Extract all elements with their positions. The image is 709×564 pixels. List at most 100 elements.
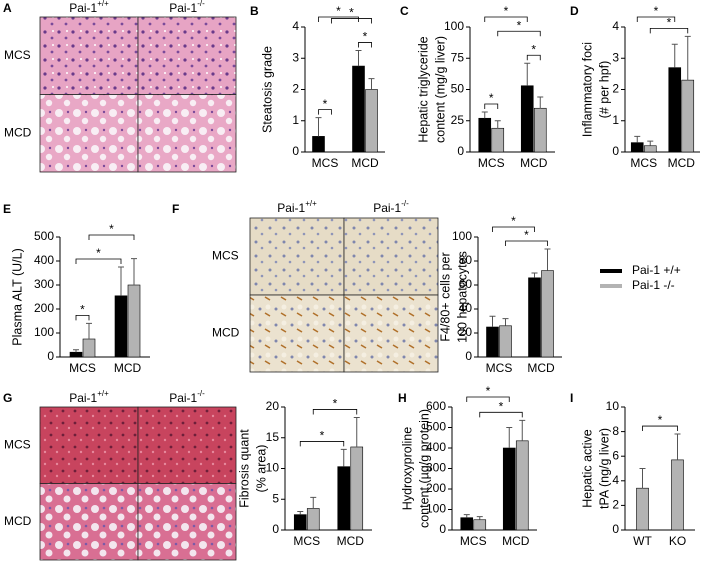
significance-label: * bbox=[531, 42, 536, 56]
panel-letter: F bbox=[172, 202, 179, 216]
error-bar bbox=[315, 117, 322, 137]
significance-label: * bbox=[80, 303, 85, 317]
y-tick-label: 0 bbox=[292, 144, 299, 158]
micrograph bbox=[137, 94, 237, 173]
y-axis-label: Hydroxyproline bbox=[400, 427, 414, 510]
y-tick-label: 2 bbox=[612, 498, 619, 512]
panel-letter: B bbox=[250, 4, 259, 18]
y-tick-label: 400 bbox=[34, 253, 54, 267]
significance-bracket bbox=[484, 103, 499, 109]
y-tick-label: 200 bbox=[34, 301, 54, 315]
y-tick-label: 400 bbox=[426, 440, 446, 454]
panel-letter: I bbox=[570, 391, 573, 405]
y-axis-label: Fibrosis quant bbox=[237, 429, 251, 508]
y-tick-label: 20 bbox=[459, 325, 473, 339]
error-bar bbox=[476, 516, 483, 520]
row-label: MCS bbox=[212, 249, 239, 263]
significance-bracket bbox=[331, 18, 372, 24]
bar bbox=[365, 89, 378, 153]
y-tick-label: 100 bbox=[444, 19, 464, 33]
error-bar bbox=[524, 62, 531, 86]
label-sup: -/- bbox=[401, 199, 409, 208]
error-bar bbox=[684, 35, 691, 81]
y-axis-label: Hepatic triglyceride bbox=[416, 36, 430, 142]
error-bar bbox=[355, 49, 362, 67]
error-bar bbox=[463, 514, 470, 518]
y-tick-label: 100 bbox=[452, 229, 472, 243]
y-tick-label: 50 bbox=[451, 82, 465, 96]
label-sup: +/+ bbox=[305, 199, 317, 208]
significance-bracket bbox=[318, 109, 332, 115]
y-tick-label: 60 bbox=[459, 277, 473, 291]
micrograph bbox=[137, 16, 237, 95]
y-tick-label: 500 bbox=[34, 229, 54, 243]
y-axis-label: content (µg/g protein) bbox=[417, 409, 431, 528]
y-tick-label: 500 bbox=[426, 420, 446, 434]
significance-bracket bbox=[649, 27, 689, 34]
error-bar bbox=[118, 266, 124, 296]
significance-label: * bbox=[667, 16, 672, 30]
significance-label: * bbox=[336, 4, 341, 18]
error-bar bbox=[73, 349, 79, 353]
y-tick-label: 5 bbox=[272, 491, 279, 505]
significance-label: * bbox=[323, 97, 328, 111]
error-bar bbox=[537, 96, 544, 109]
y-tick-label: 10 bbox=[266, 461, 280, 475]
label-sup: +/+ bbox=[97, 389, 109, 398]
error-bar bbox=[353, 416, 360, 447]
label-text: Pai-1 bbox=[69, 391, 97, 405]
y-tick-label: 25 bbox=[451, 113, 465, 127]
x-tick-label: MCS bbox=[486, 361, 513, 375]
bar bbox=[69, 351, 83, 358]
y-axis-label: Plasma ALT (U/L) bbox=[10, 248, 24, 346]
significance-label: * bbox=[486, 384, 491, 398]
bar bbox=[460, 517, 474, 531]
panel-letter: G bbox=[3, 391, 12, 405]
bar bbox=[491, 127, 505, 153]
x-tick-label: MCD bbox=[527, 361, 555, 375]
significance-bracket bbox=[466, 396, 510, 402]
significance-bracket bbox=[312, 409, 358, 415]
bar bbox=[541, 270, 554, 358]
micrograph bbox=[343, 294, 439, 373]
bar bbox=[350, 446, 364, 531]
micrograph bbox=[137, 406, 237, 484]
bar bbox=[502, 447, 516, 531]
y-tick-label: 3 bbox=[292, 50, 299, 64]
y-tick-label: 1 bbox=[292, 113, 299, 127]
x-tick-label: MCS bbox=[69, 361, 96, 375]
significance-bracket bbox=[642, 425, 678, 432]
error-bar bbox=[519, 419, 526, 441]
micrograph bbox=[249, 217, 345, 296]
significance-bracket bbox=[318, 16, 359, 22]
error-bar bbox=[531, 272, 538, 278]
y-tick-label: 2 bbox=[292, 82, 299, 96]
y-axis-label: Inflammatory foci bbox=[580, 42, 594, 137]
label-sup: +/+ bbox=[97, 0, 109, 8]
significance-bracket bbox=[526, 54, 541, 61]
x-tick-label: KO bbox=[669, 534, 686, 548]
panel-letter: C bbox=[400, 4, 409, 18]
significance-bracket bbox=[75, 315, 90, 321]
panel-letter: D bbox=[570, 4, 579, 18]
y-tick-label: 40 bbox=[459, 301, 473, 315]
bar bbox=[306, 508, 320, 531]
row-label: MCD bbox=[4, 125, 32, 139]
y-tick-label: 4 bbox=[612, 473, 619, 487]
x-tick-label: MCD bbox=[520, 156, 548, 170]
y-axis-label: 100 hepatocytes bbox=[455, 251, 469, 343]
error-bar bbox=[674, 433, 681, 460]
bar bbox=[630, 142, 644, 153]
significance-bracket bbox=[505, 240, 548, 246]
error-bar bbox=[494, 120, 501, 129]
column-label: Pai-1+/+ bbox=[69, 389, 109, 405]
error-bar bbox=[340, 448, 347, 467]
error-bar bbox=[131, 258, 137, 285]
error-bar bbox=[368, 78, 375, 90]
significance-bracket bbox=[484, 16, 528, 22]
significance-bracket bbox=[479, 411, 523, 418]
y-tick-label: 4 bbox=[612, 19, 619, 33]
y-tick-label: 300 bbox=[34, 277, 54, 291]
significance-label: * bbox=[524, 228, 529, 242]
error-bar bbox=[647, 140, 654, 146]
